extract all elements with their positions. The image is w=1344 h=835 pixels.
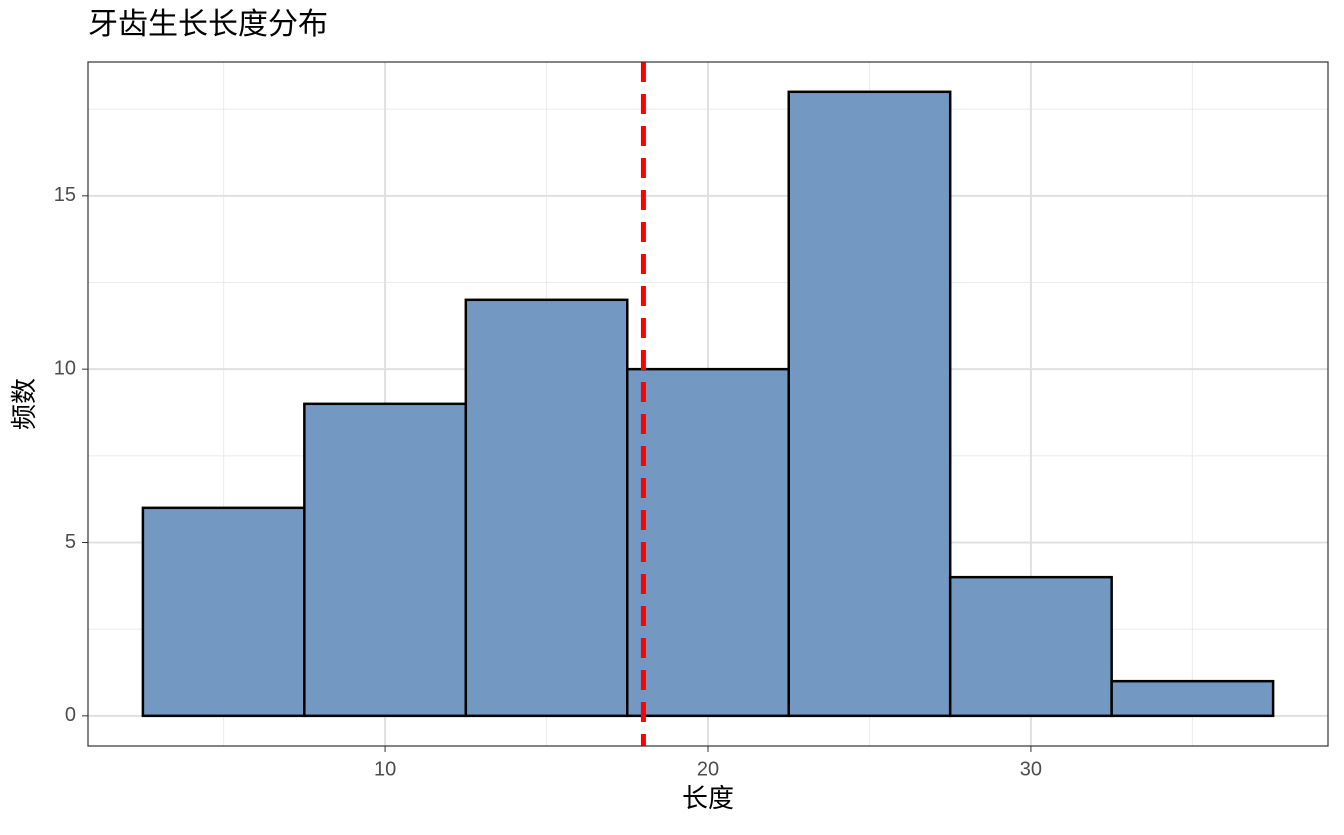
bar: [303, 402, 468, 718]
y-tick-label: 0: [65, 704, 76, 726]
bar: [464, 298, 629, 718]
x-tick-label: 20: [697, 758, 719, 780]
x-axis-label: 长度: [682, 783, 734, 813]
plot-border: [87, 61, 1329, 747]
bar: [787, 90, 952, 718]
bar: [141, 506, 306, 718]
chart-title: 牙齿生长长度分布: [88, 8, 328, 41]
y-tick-label: 5: [65, 531, 76, 553]
y-tick-label: 10: [54, 357, 76, 379]
bar: [626, 367, 790, 718]
x-tick-label: 10: [374, 758, 396, 780]
y-axis-label: 频数: [9, 378, 39, 430]
y-tick-label: 15: [54, 184, 76, 206]
x-tick-label: 30: [1020, 758, 1042, 780]
bar: [948, 575, 1113, 718]
bar: [1110, 679, 1275, 718]
